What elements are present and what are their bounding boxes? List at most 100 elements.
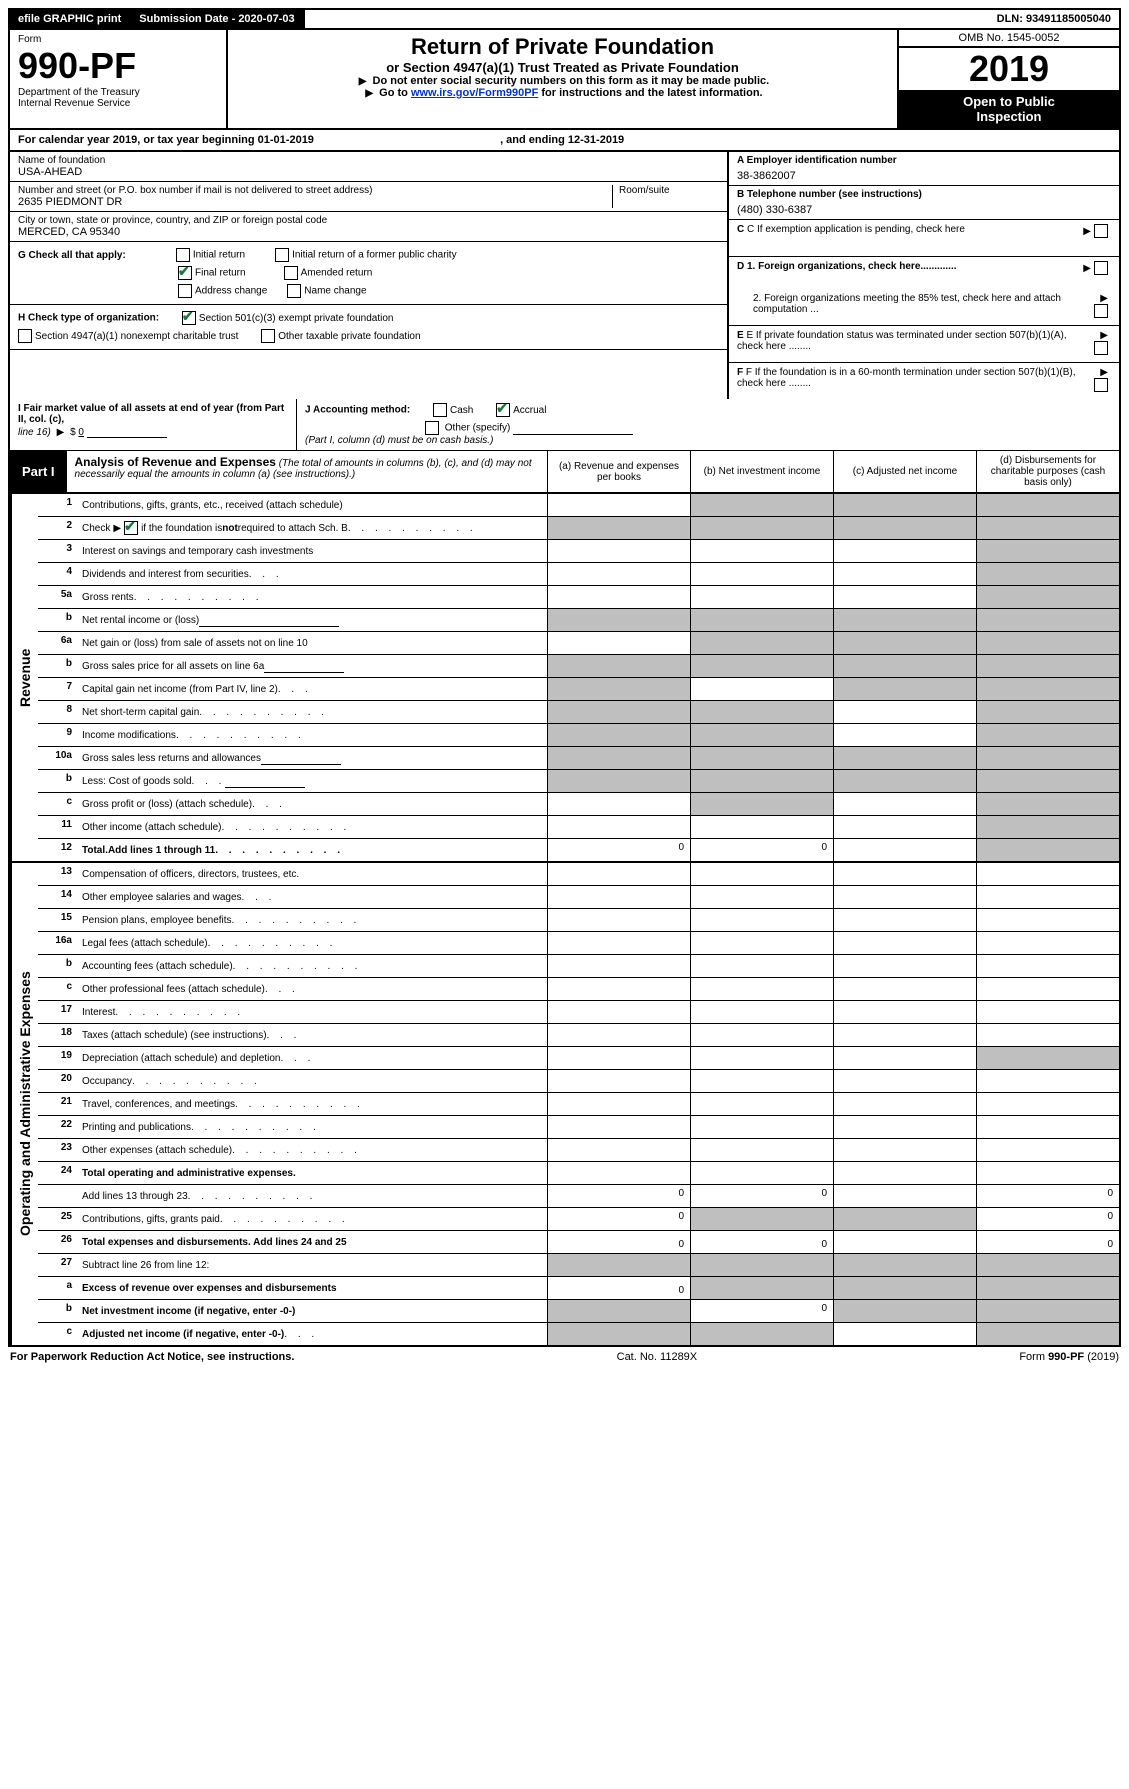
4947a1-label: Section 4947(a)(1) nonexempt charitable …	[35, 331, 238, 342]
open-line-1: Open to Public	[903, 94, 1115, 109]
row-25-desc: Contributions, gifts, grants paid	[78, 1208, 547, 1230]
cash-checkbox[interactable]	[433, 403, 447, 417]
part-1-header: Part I Analysis of Revenue and Expenses …	[8, 451, 1121, 494]
row-10b-desc: Less: Cost of goods sold	[78, 770, 547, 792]
footer-mid: Cat. No. 11289X	[617, 1351, 698, 1363]
amended-return-checkbox[interactable]	[284, 266, 298, 280]
other-method-checkbox[interactable]	[425, 421, 439, 435]
other-taxable-checkbox[interactable]	[261, 329, 275, 343]
name-value: USA-AHEAD	[18, 166, 719, 178]
row-5a-desc: Gross rents	[78, 586, 547, 608]
foundation-name-cell: Name of foundation USA-AHEAD	[10, 152, 727, 182]
row-11-desc: Other income (attach schedule)	[78, 816, 547, 838]
r27a-a: 0	[547, 1277, 690, 1299]
row-3-desc: Interest on savings and temporary cash i…	[78, 540, 547, 562]
r24-a: 0	[547, 1185, 690, 1207]
box-d2-text: 2. Foreign organizations meeting the 85%…	[753, 293, 1078, 315]
expenses-side-label: Operating and Administrative Expenses	[10, 863, 38, 1345]
r24-b: 0	[690, 1185, 833, 1207]
directive-2: Go to www.irs.gov/Form990PF for instruct…	[236, 87, 889, 99]
cash-label: Cash	[450, 405, 473, 416]
name-label: Name of foundation	[18, 155, 719, 166]
footer-right: Form 990-PF (2019)	[1019, 1351, 1119, 1363]
row-17-desc: Interest	[78, 1001, 547, 1023]
final-return-checkbox[interactable]	[178, 266, 192, 280]
address-value: 2635 PIEDMONT DR	[18, 196, 612, 208]
main-title: Return of Private Foundation	[236, 34, 889, 60]
r26-a: 0	[547, 1231, 690, 1253]
col-d-header: (d) Disbursements for charitable purpose…	[977, 451, 1119, 492]
row-10a-desc: Gross sales less returns and allowances	[78, 747, 547, 769]
row-26-desc: Total expenses and disbursements. Add li…	[78, 1231, 547, 1253]
j-label: J Accounting method:	[305, 405, 410, 416]
col-b-header: (b) Net investment income	[691, 451, 834, 492]
part-1-label: Part I	[10, 451, 67, 492]
row-19-desc: Depreciation (attach schedule) and deple…	[78, 1047, 547, 1069]
city-label: City or town, state or province, country…	[18, 215, 719, 226]
initial-return-checkbox[interactable]	[176, 248, 190, 262]
row-27b-desc: Net investment income (if negative, ente…	[78, 1300, 547, 1322]
revenue-side-label: Revenue	[10, 494, 38, 861]
row-16c-desc: Other professional fees (attach schedule…	[78, 978, 547, 1000]
row-12-desc: Total. Add lines 1 through 11	[78, 839, 547, 861]
sch-b-checkbox[interactable]	[124, 521, 138, 535]
g-label: G Check all that apply:	[18, 250, 126, 261]
row-27a-desc: Excess of revenue over expenses and disb…	[78, 1277, 547, 1299]
form-title-block: Return of Private Foundation or Section …	[228, 30, 897, 128]
box-c: C C If exemption application is pending,…	[729, 220, 1119, 257]
box-e-checkbox[interactable]	[1094, 341, 1108, 355]
row-20-desc: Occupancy	[78, 1070, 547, 1092]
form-number: 990-PF	[18, 45, 218, 87]
info-block: Name of foundation USA-AHEAD Number and …	[8, 152, 1121, 399]
i-label: I Fair market value of all assets at end…	[18, 403, 284, 425]
i-line16: line 16)	[18, 427, 51, 438]
row-16b-desc: Accounting fees (attach schedule)	[78, 955, 547, 977]
footer-right-post: (2019)	[1084, 1351, 1119, 1363]
501c3-checkbox[interactable]	[182, 311, 196, 325]
box-f: F F If the foundation is in a 60-month t…	[729, 363, 1119, 399]
box-d1-text: D 1. Foreign organizations, check here..…	[737, 261, 957, 272]
row-21-desc: Travel, conferences, and meetings	[78, 1093, 547, 1115]
goto-prefix: Go to	[379, 87, 411, 99]
address-change-checkbox[interactable]	[178, 284, 192, 298]
4947a1-checkbox[interactable]	[18, 329, 32, 343]
phone-label: B Telephone number (see instructions)	[737, 189, 922, 200]
h-label: H Check type of organization:	[18, 313, 159, 324]
accrual-checkbox[interactable]	[496, 403, 510, 417]
amended-return-label: Amended return	[301, 268, 373, 279]
address-change-label: Address change	[195, 286, 267, 297]
i-j-row: I Fair market value of all assets at end…	[8, 399, 1121, 451]
row-15-desc: Pension plans, employee benefits	[78, 909, 547, 931]
efile-label: efile GRAPHIC print	[10, 10, 131, 28]
box-d2-checkbox[interactable]	[1094, 304, 1108, 318]
page-footer: For Paperwork Reduction Act Notice, see …	[8, 1347, 1121, 1367]
arrow-icon	[356, 75, 370, 87]
form-url-link[interactable]: www.irs.gov/Form990PF	[411, 87, 538, 99]
row-6b-desc: Gross sales price for all assets on line…	[78, 655, 547, 677]
arrow-icon	[110, 523, 124, 534]
info-right: A Employer identification number 38-3862…	[727, 152, 1119, 399]
city-cell: City or town, state or province, country…	[10, 212, 727, 242]
other-method-label: Other (specify)	[445, 423, 511, 434]
box-d1-checkbox[interactable]	[1094, 261, 1108, 275]
row-18-desc: Taxes (attach schedule) (see instruction…	[78, 1024, 547, 1046]
ein-label: A Employer identification number	[737, 155, 897, 166]
r12-b: 0	[690, 839, 833, 861]
final-return-label: Final return	[195, 268, 246, 279]
arrow-icon	[1080, 263, 1094, 274]
box-c-checkbox[interactable]	[1094, 224, 1108, 238]
footer-right-pre: Form	[1019, 1351, 1048, 1363]
name-change-checkbox[interactable]	[287, 284, 301, 298]
room-label: Room/suite	[619, 185, 719, 196]
directive-1: Do not enter social security numbers on …	[236, 75, 889, 87]
box-f-checkbox[interactable]	[1094, 378, 1108, 392]
calendar-year-row: For calendar year 2019, or tax year begi…	[8, 130, 1121, 152]
initial-former-checkbox[interactable]	[275, 248, 289, 262]
expenses-table: Operating and Administrative Expenses 13…	[8, 863, 1121, 1347]
calyear-end: 12-31-2019	[568, 134, 624, 146]
arrow-icon	[1097, 330, 1111, 341]
phone-cell: B Telephone number (see instructions) (4…	[729, 186, 1119, 220]
tax-year: 2019	[899, 48, 1119, 90]
row-1-desc: Contributions, gifts, grants, etc., rece…	[78, 494, 547, 516]
submission-date: Submission Date - 2020-07-03	[131, 10, 304, 28]
